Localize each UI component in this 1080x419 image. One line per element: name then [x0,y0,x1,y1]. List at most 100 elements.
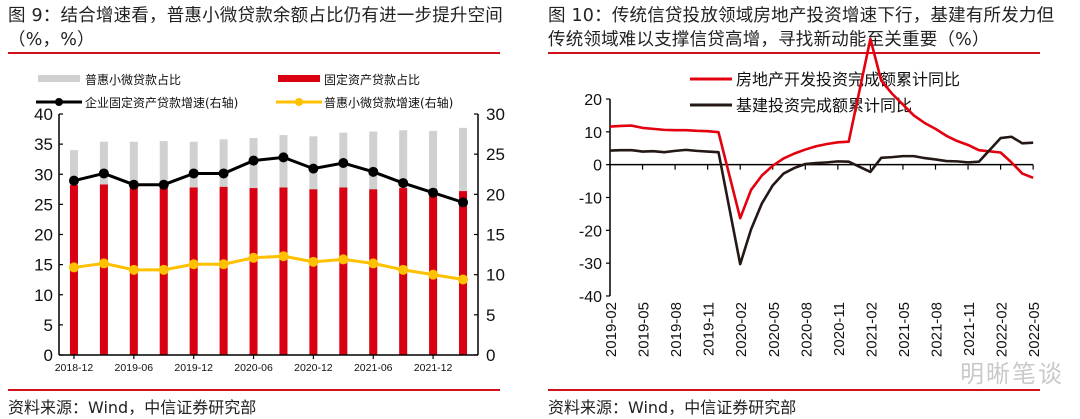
line-point [338,254,349,265]
line-point [398,178,409,189]
y-tick-label: 0 [593,158,602,175]
line-point [368,166,379,177]
watermark: 明晰笔谈 [960,360,1064,388]
x-tick-label: 2019-11 [701,302,718,356]
x-tick-label: 2019-12 [174,362,213,374]
legend-label: 固定资产贷款占比 [324,72,420,87]
x-tick-label: 2022-05 [1026,302,1043,357]
figure-10-source: 资料来源：Wind，中信证券研究部 [548,398,797,417]
x-tick-label: 2022-02 [994,302,1011,357]
line-point [278,251,289,262]
line-series-infrastructure [609,135,1034,266]
y-tick-label: 15 [34,256,53,275]
source-divider [8,389,500,391]
legend-label: 普惠小微贷款占比 [85,72,181,87]
legend-swatch-1 [278,75,320,82]
y-tick-label: 10 [34,286,53,305]
line-point [398,264,409,275]
x-tick-label: 2021-08 [929,302,946,357]
y-tick-label: -20 [579,223,602,240]
y-tick-label: 10 [584,125,602,142]
title-divider [548,52,1040,54]
y-tick-label: 20 [34,226,53,245]
x-tick-label: 2021-11 [961,302,978,356]
x-tick-label: 2020-12 [294,362,333,374]
line-point [458,197,469,208]
bar-red [99,184,108,355]
line-point [248,252,259,263]
x-tick-label: 2020-11 [831,302,848,356]
bar-red [249,188,258,355]
y-tick-label: 35 [34,135,53,154]
line-point [128,264,139,275]
x-tick-label: 2018-12 [55,362,94,374]
y2-tick-label: 15 [486,226,505,245]
x-tick-label: 2019-06 [115,362,154,374]
line-point [338,158,349,169]
x-tick-label: 2020-02 [733,302,750,357]
line-point [158,179,169,190]
x-tick-label: 2019-05 [636,302,653,357]
title-divider [8,52,500,54]
bar-red [339,187,348,355]
x-tick-label: 2020-06 [234,362,273,374]
line-point [428,269,439,280]
bar-red [279,187,288,355]
line-point [128,179,139,190]
y2-tick-label: 25 [486,145,505,164]
legend-label: 房地产开发投资完成额累计同比 [736,70,960,89]
y2-tick-label: 20 [486,185,505,204]
line-point [68,262,79,273]
x-tick-label: 2019-08 [668,302,685,357]
y-tick-label: 30 [34,165,53,184]
y2-tick-label: 5 [486,306,495,325]
legend-marker [55,98,63,106]
figure-10-title: 图 10：传统信贷投放领域房地产投资增速下行，基建有所发力但传统领域难以支撑信贷… [548,6,1055,50]
line-point [158,264,169,275]
figure-10-panel: 图 10：传统信贷投放领域房地产投资增速下行，基建有所发力但传统领域难以支撑信贷… [540,0,1080,419]
bar-red [309,189,318,355]
y-tick-label: 0 [44,346,53,365]
line-point [308,256,319,267]
y-tick-label: 40 [34,105,53,124]
legend-label: 企业固定资产贷款增速(右轴) [85,95,238,110]
line-point [218,168,229,179]
bar-red [369,189,378,355]
line-point [278,152,289,163]
legend-label: 普惠小微贷款增速(右轴) [324,95,453,110]
line-point [188,259,199,270]
x-tick-label: 2019-02 [603,302,620,357]
line-point [218,259,229,270]
figure-9-title: 图 9：结合增速看，普惠小微贷款余额占比仍有进一步提升空间（%，%） [8,6,503,50]
y-tick-label: -30 [579,256,602,273]
figure-9-source: 资料来源：Wind，中信证券研究部 [8,398,257,417]
bar-red [219,186,228,355]
line-series-real-estate [609,37,1034,220]
legend-marker [295,98,303,106]
figure-9-panel: 图 9：结合增速看，普惠小微贷款余额占比仍有进一步提升空间（%，%） 普惠小微贷… [8,6,505,417]
y2-tick-label: 30 [486,105,505,124]
x-tick-label: 2020-05 [766,302,783,357]
x-tick-label: 2021-06 [354,362,393,374]
x-tick-label: 2021-02 [863,302,880,357]
line-point [458,274,469,285]
line-point [188,168,199,179]
x-tick-label: 2020-08 [798,302,815,357]
y2-tick-label: 0 [486,346,495,365]
y-tick-label: 5 [44,316,53,335]
line-point [428,187,439,198]
x-tick-label: 2021-12 [414,362,453,374]
y2-tick-label: 10 [486,266,505,285]
legend-swatch-0 [38,75,80,82]
line-point [98,168,109,179]
bar-red [459,191,468,355]
legend-label: 基建投资完成额累计同比 [736,96,912,115]
line-point [368,258,379,269]
x-tick-label: 2021-05 [896,302,913,357]
line-point [98,258,109,269]
y-tick-label: -40 [579,289,602,306]
bar-red [189,187,198,355]
line-point [248,155,259,166]
